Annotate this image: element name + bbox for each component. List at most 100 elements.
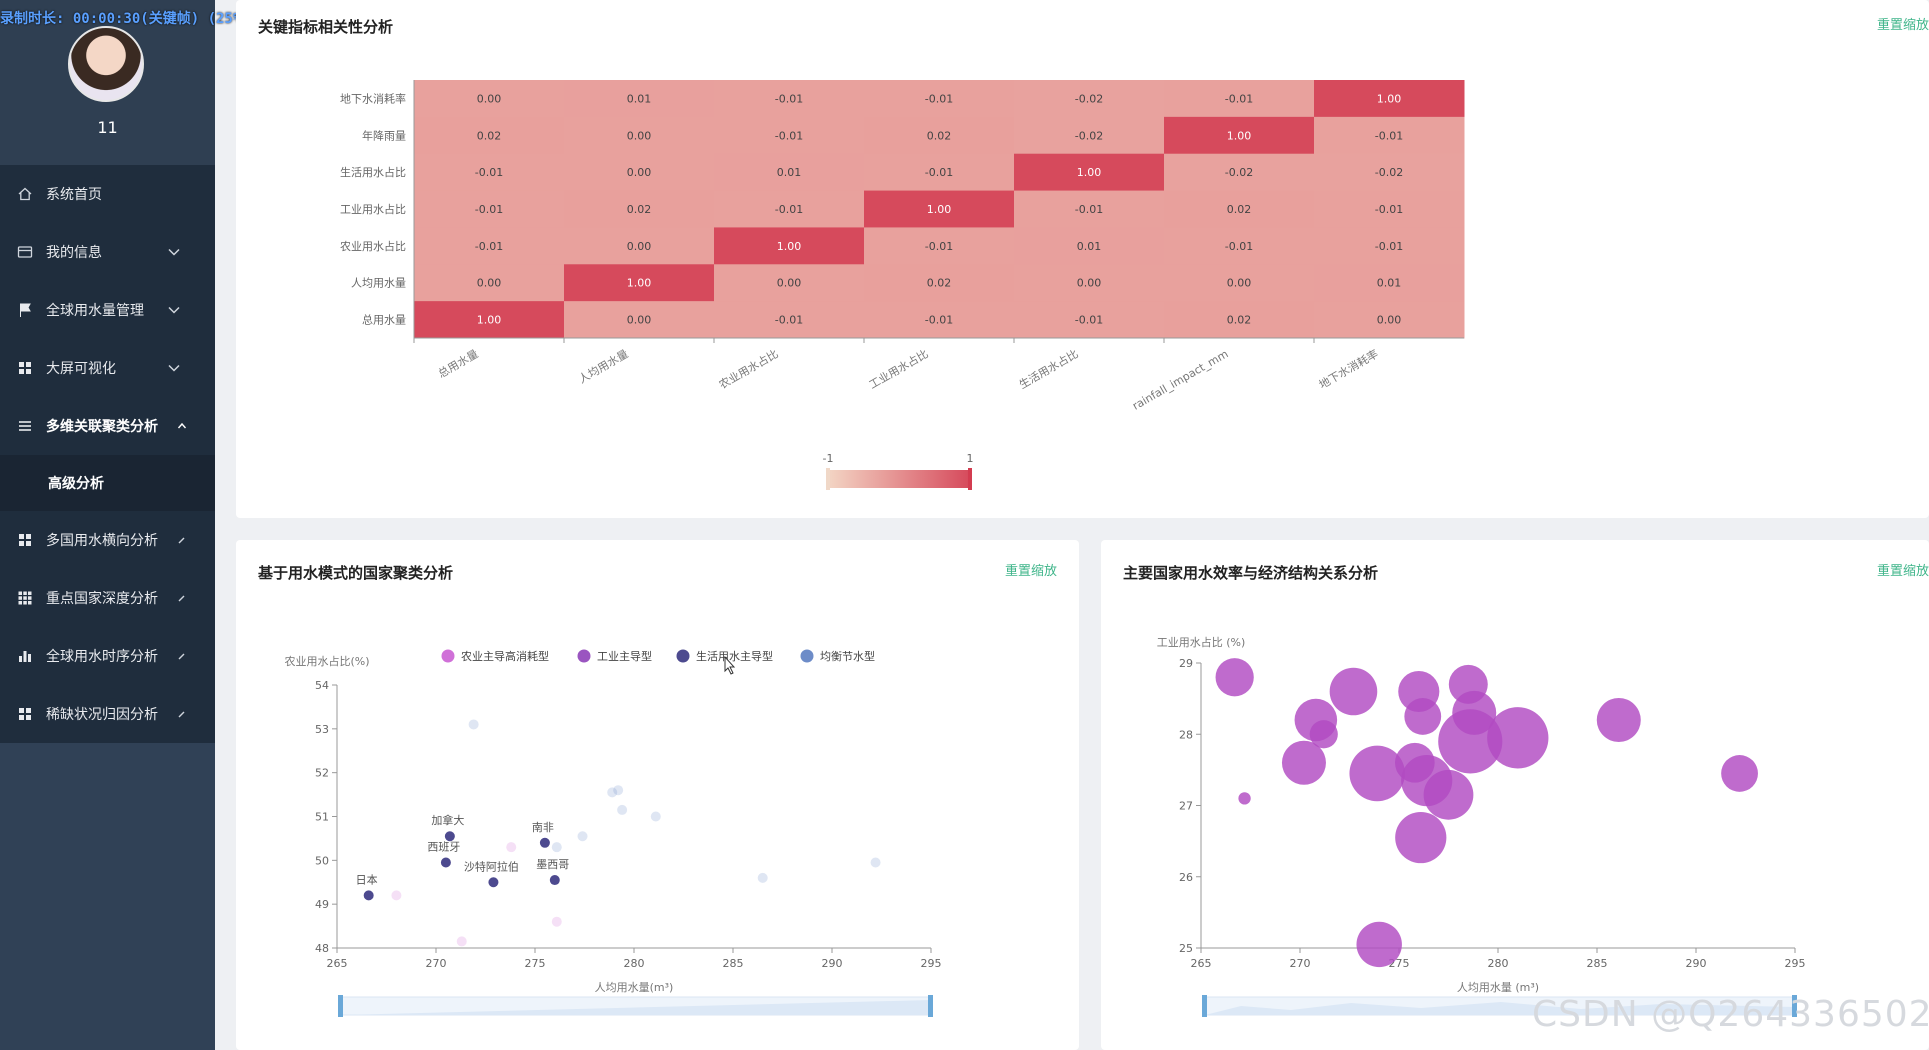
point-label: 墨西哥: [536, 858, 569, 871]
reset-zoom-button[interactable]: 重置缩放: [1004, 564, 1057, 579]
data-zoom-handle-left: [338, 995, 343, 1017]
heatmap-cell: [1314, 153, 1465, 192]
point-label: 南非: [532, 821, 554, 834]
cell-value-label: 0.01: [627, 92, 652, 105]
legend-label: 工业主导型: [597, 649, 652, 663]
username: 11: [97, 118, 118, 137]
y-tick-label: 26: [1179, 871, 1193, 884]
y-tick-label: 年降雨量: [362, 128, 406, 142]
cell-value-label: 0.00: [477, 277, 502, 290]
heatmap-cell: [414, 301, 565, 339]
x-tick-label: 285: [1587, 957, 1608, 970]
watermark: CSDN @Q2643365023: [1532, 994, 1929, 1035]
user-panel: 录制时长: 00:00:30(关键帧) (25%) 11: [0, 0, 250, 165]
menu-item-cluster-analysis[interactable]: 多维关联聚类分析: [0, 397, 215, 455]
heatmap-cell: [564, 227, 715, 265]
sidebar-footer: [0, 752, 215, 1050]
heatmap-chart[interactable]: 0.00 0.01 -0.01 -0.01 -0.02 -0.01 1.00 0.02 0.00…: [236, 0, 1929, 518]
cell-value-label: -0.01: [775, 203, 803, 216]
cell-value-label: 0.00: [627, 166, 652, 179]
heatmap-cell: [1164, 301, 1315, 339]
cell-value-label: -0.01: [1225, 92, 1253, 105]
bubble-point: [1349, 745, 1405, 802]
menu-item-big-screen[interactable]: 大屏可视化: [0, 339, 215, 397]
cell-value-label: -0.01: [475, 203, 503, 216]
cell-value-label: -0.01: [1375, 129, 1403, 142]
cell-value-label: -0.02: [1075, 92, 1103, 105]
x-tick-label: 270: [426, 957, 447, 970]
chevron-down-icon: [167, 303, 181, 319]
avatar[interactable]: [68, 26, 144, 102]
menu-item-water-management[interactable]: 全球用水量管理: [0, 281, 215, 339]
y-tick-label: 工业用水占比: [340, 202, 406, 216]
heatmap-cell: [864, 190, 1015, 228]
cell-value-label: -0.01: [1225, 240, 1253, 253]
menu-item-my-info[interactable]: 我的信息: [0, 223, 215, 281]
heatmap-cell: [414, 190, 565, 228]
cell-value-label: 1.00: [1227, 129, 1252, 142]
x-tick-label: 280: [624, 957, 645, 970]
legend-marker: [441, 649, 455, 663]
y-tick-label: 52: [315, 767, 329, 780]
data-zoom-handle-left: [1202, 995, 1207, 1017]
bubble-point: [1281, 740, 1326, 785]
point-label: 沙特阿拉伯: [464, 859, 519, 873]
data-zoom-handle-right: [928, 995, 933, 1017]
heatmap-cell: [1014, 190, 1165, 228]
scatter-point: [440, 857, 451, 868]
menu-label: 多国用水横向分析: [46, 533, 158, 549]
cursor-icon: [724, 655, 736, 675]
cluster-scatter-chart[interactable]: 48 49 50 51 52 53 54 265 270 275 280 285 290 295 农业用水占…: [236, 540, 1079, 1050]
x-tick-label: 270: [1290, 957, 1311, 970]
menu-item-home[interactable]: 系统首页: [0, 165, 215, 223]
legend-label: 农业主导高消耗型: [461, 649, 549, 663]
heatmap-cell: [414, 80, 565, 118]
scatter-point: [617, 804, 628, 815]
heatmap-cell: [714, 264, 865, 302]
scatter-point: [551, 842, 562, 853]
cell-value-label: 1.00: [1377, 92, 1402, 105]
x-tick-label: 工业用水占比: [866, 346, 930, 391]
scatter-point: [551, 916, 562, 927]
cell-value-label: 1.00: [777, 240, 802, 253]
heatmap-cell: [1014, 116, 1165, 155]
x-tick-label: 295: [921, 957, 942, 970]
bubble-panel: 主要国家用水效率与经济结构关系分析 重置缩放 25 26 27 28 29 265 270 2…: [1101, 540, 1929, 1050]
menu-item-key-country[interactable]: 重点国家深度分析: [0, 569, 215, 627]
cell-value-label: 0.02: [1227, 314, 1252, 327]
menu-label: 高级分析: [48, 476, 104, 492]
y-axis-title: 工业用水占比 (%): [1157, 635, 1246, 649]
heatmap-cell: [1164, 264, 1315, 302]
cluster-panel: 基于用水模式的国家聚类分析 重置缩放 48 49 50 51 52 53 54 265 270 2…: [236, 540, 1079, 1050]
cell-value-label: 0.00: [1077, 277, 1102, 290]
cell-value-label: -0.01: [775, 129, 803, 142]
heatmap-cell: [714, 227, 865, 265]
heatmap-cell: [714, 80, 865, 118]
y-tick-label: 53: [315, 723, 329, 736]
reset-zoom-button[interactable]: 重置缩放: [1876, 564, 1929, 579]
y-tick-label: 总用水量: [362, 313, 406, 327]
heatmap-cell: [1314, 301, 1465, 339]
list-icon: [16, 417, 34, 435]
bubble-point: [1596, 698, 1641, 742]
menu-item-advanced-analysis[interactable]: 高级分析: [0, 455, 215, 511]
menu-item-cross-country[interactable]: 多国用水横向分析: [0, 511, 215, 569]
menu-item-scarcity[interactable]: 稀缺状况归因分析: [0, 685, 215, 743]
heatmap-cell: [564, 301, 715, 339]
cell-value-label: 0.00: [627, 129, 652, 142]
cell-value-label: 1.00: [477, 314, 502, 327]
x-tick-label: 地下水消耗率: [1316, 346, 1380, 391]
heatmap-cell: [414, 227, 565, 265]
heatmap-cell: [1164, 116, 1315, 155]
panel-title: 主要国家用水效率与经济结构关系分析: [1123, 564, 1379, 582]
bubble-point: [1721, 755, 1758, 792]
heatmap-cell: [1314, 227, 1465, 265]
x-tick-label: 生活用水占比: [1016, 346, 1080, 391]
heatmap-cell: [864, 264, 1015, 302]
cell-value-label: 0.00: [627, 314, 652, 327]
heatmap-cell: [1314, 264, 1465, 302]
reset-zoom-button[interactable]: 重置缩放: [1876, 18, 1929, 33]
home-icon: [16, 185, 34, 203]
menu-item-timeseries[interactable]: 全球用水时序分析: [0, 627, 215, 685]
